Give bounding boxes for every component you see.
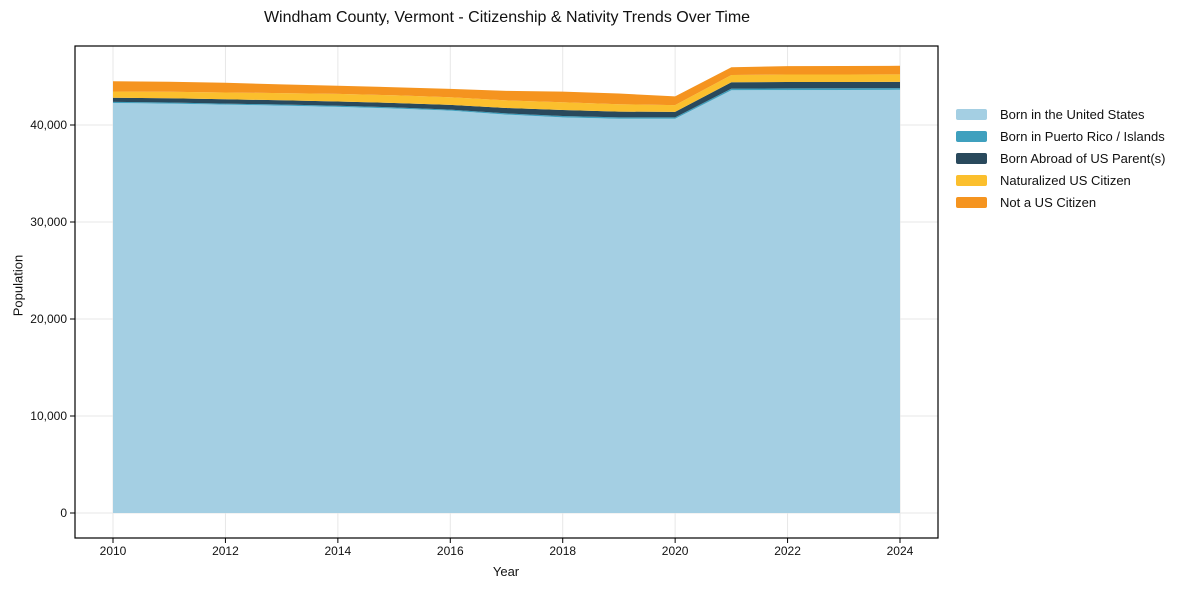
x-tick-2014: 2014 (324, 544, 352, 558)
legend-item-born-abroad: Born Abroad of US Parent(s) (956, 147, 1165, 169)
x-tick-2024: 2024 (886, 544, 914, 558)
plot-frame (74, 45, 939, 539)
y-tick-0: 0 (60, 506, 67, 520)
area-naturalized-us-citizen (113, 74, 900, 112)
y-tick-30000: 30,000 (30, 215, 67, 229)
legend-label-naturalized: Naturalized US Citizen (1000, 172, 1131, 188)
legend-label-born-us: Born in the United States (1000, 106, 1145, 122)
legend-label-born-pr: Born in Puerto Rico / Islands (1000, 128, 1165, 144)
y-tick-40000: 40,000 (30, 118, 67, 132)
area-not-a-us-citizen (113, 65, 900, 106)
legend-item-born-pr: Born in Puerto Rico / Islands (956, 125, 1165, 147)
x-tick-2010: 2010 (99, 544, 127, 558)
x-tick-2016: 2016 (436, 544, 464, 558)
legend-label-born-abroad: Born Abroad of US Parent(s) (1000, 150, 1166, 166)
y-axis-label: Population (10, 254, 26, 317)
legend-swatch-born-pr (956, 130, 987, 142)
y-tick-20000: 20,000 (30, 312, 67, 326)
x-tick-2022: 2022 (774, 544, 801, 558)
legend: Born in the United States Born in Puerto… (956, 103, 1165, 213)
x-tick-2020: 2020 (661, 544, 689, 558)
y-tick-10000: 10,000 (30, 409, 67, 423)
x-tick-2018: 2018 (549, 544, 577, 558)
legend-item-not-citizen: Not a US Citizen (956, 191, 1165, 213)
legend-swatch-naturalized (956, 174, 987, 186)
area-born-in-the-united-states (113, 89, 900, 514)
legend-item-born-us: Born in the United States (956, 103, 1165, 125)
legend-swatch-born-us (956, 108, 987, 120)
legend-swatch-born-abroad (956, 152, 987, 164)
legend-label-not-citizen: Not a US Citizen (1000, 194, 1097, 210)
legend-item-naturalized: Naturalized US Citizen (956, 169, 1165, 191)
chart-title: Windham County, Vermont - Citizenship & … (263, 9, 751, 26)
legend-swatch-not-citizen (956, 196, 987, 208)
x-axis-label: Year (492, 564, 520, 579)
area-born-abroad-of-us-parent-s (113, 81, 900, 118)
x-tick-2012: 2012 (212, 544, 239, 558)
